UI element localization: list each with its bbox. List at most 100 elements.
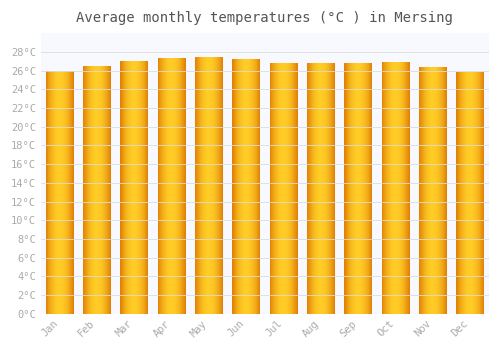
- Bar: [182, 58, 183, 314]
- Bar: [426, 67, 427, 314]
- Bar: [127, 61, 128, 314]
- Bar: [405, 62, 406, 314]
- Bar: [477, 71, 478, 314]
- Bar: [394, 62, 396, 314]
- Bar: [109, 66, 110, 314]
- Bar: [457, 71, 458, 314]
- Bar: [143, 61, 144, 314]
- Bar: [479, 71, 480, 314]
- Bar: [430, 67, 431, 314]
- Bar: [432, 67, 433, 314]
- Bar: [446, 67, 447, 314]
- Bar: [296, 63, 297, 314]
- Bar: [212, 57, 214, 314]
- Bar: [444, 67, 445, 314]
- Bar: [248, 60, 249, 314]
- Bar: [427, 67, 428, 314]
- Bar: [164, 58, 165, 314]
- Bar: [330, 63, 331, 314]
- Bar: [121, 61, 122, 314]
- Bar: [310, 63, 311, 314]
- Bar: [387, 62, 388, 314]
- Bar: [97, 66, 98, 314]
- Bar: [233, 60, 234, 314]
- Bar: [62, 71, 63, 314]
- Bar: [70, 71, 71, 314]
- Bar: [69, 71, 70, 314]
- Bar: [221, 57, 222, 314]
- Bar: [465, 71, 466, 314]
- Bar: [94, 66, 96, 314]
- Bar: [346, 63, 347, 314]
- Title: Average monthly temperatures (°C ) in Mersing: Average monthly temperatures (°C ) in Me…: [76, 11, 454, 25]
- Bar: [167, 58, 168, 314]
- Bar: [321, 63, 322, 314]
- Bar: [438, 67, 439, 314]
- Bar: [161, 58, 162, 314]
- Bar: [239, 60, 240, 314]
- Bar: [86, 66, 87, 314]
- Bar: [398, 62, 399, 314]
- Bar: [288, 63, 290, 314]
- Bar: [386, 62, 387, 314]
- Bar: [360, 63, 361, 314]
- Bar: [84, 66, 85, 314]
- Bar: [72, 71, 73, 314]
- Bar: [220, 57, 221, 314]
- Bar: [320, 63, 321, 314]
- Bar: [466, 71, 467, 314]
- Bar: [99, 66, 100, 314]
- Bar: [352, 63, 353, 314]
- Bar: [326, 63, 327, 314]
- Bar: [393, 62, 394, 314]
- Bar: [86, 66, 88, 314]
- Bar: [330, 63, 332, 314]
- Bar: [232, 60, 233, 314]
- Bar: [331, 63, 332, 314]
- Bar: [467, 71, 468, 314]
- Bar: [234, 60, 236, 314]
- Bar: [61, 71, 62, 314]
- Bar: [88, 66, 89, 314]
- Bar: [291, 63, 292, 314]
- Bar: [471, 71, 472, 314]
- Bar: [383, 62, 384, 314]
- Bar: [366, 63, 367, 314]
- Bar: [470, 71, 472, 314]
- Bar: [140, 61, 141, 314]
- Bar: [347, 63, 348, 314]
- Bar: [257, 60, 258, 314]
- Bar: [406, 62, 407, 314]
- Bar: [463, 71, 464, 314]
- Bar: [122, 61, 123, 314]
- Bar: [206, 57, 207, 314]
- Bar: [482, 71, 483, 314]
- Bar: [160, 58, 161, 314]
- Bar: [146, 61, 147, 314]
- Bar: [178, 58, 180, 314]
- Bar: [408, 62, 410, 314]
- Bar: [200, 57, 201, 314]
- Bar: [407, 62, 408, 314]
- Bar: [212, 57, 213, 314]
- Bar: [316, 63, 317, 314]
- Bar: [204, 57, 205, 314]
- Bar: [436, 67, 438, 314]
- Bar: [107, 66, 108, 314]
- Bar: [222, 57, 223, 314]
- Bar: [120, 61, 121, 314]
- Bar: [201, 57, 202, 314]
- Bar: [136, 61, 137, 314]
- Bar: [444, 67, 445, 314]
- Bar: [364, 63, 365, 314]
- Bar: [442, 67, 443, 314]
- Bar: [392, 62, 393, 314]
- Bar: [73, 71, 74, 314]
- Bar: [428, 67, 429, 314]
- Bar: [333, 63, 334, 314]
- Bar: [480, 71, 481, 314]
- Bar: [420, 67, 421, 314]
- Bar: [211, 57, 212, 314]
- Bar: [59, 71, 60, 314]
- Bar: [401, 62, 402, 314]
